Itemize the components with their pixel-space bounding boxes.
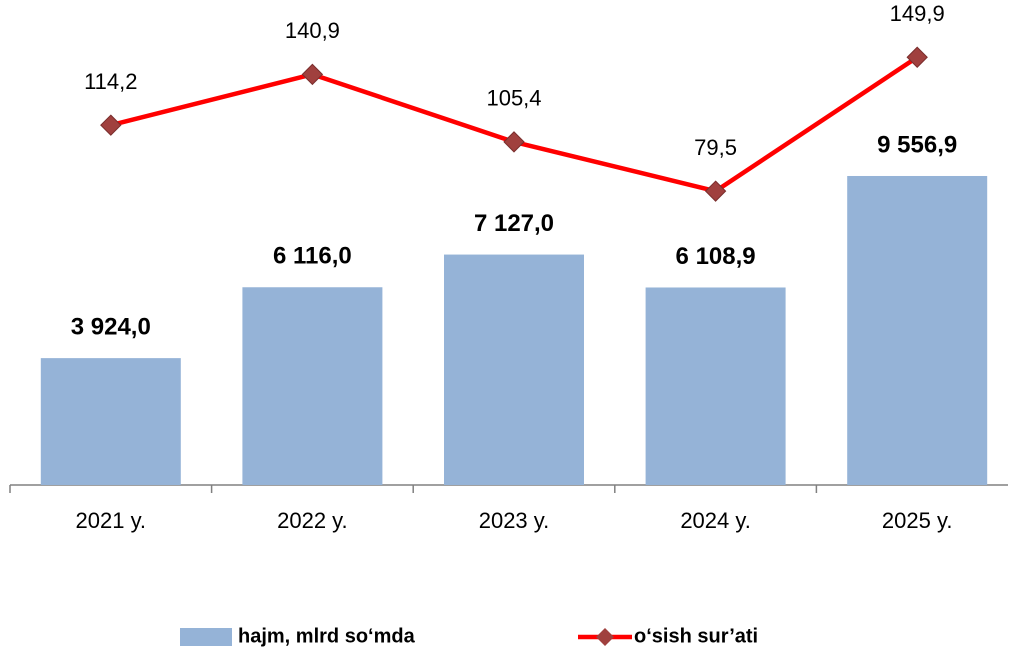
bar-value-label: 9 556,9 bbox=[877, 131, 957, 158]
line-value-label: 140,9 bbox=[285, 18, 340, 43]
line bbox=[110, 55, 919, 194]
bar-value-label: 7 127,0 bbox=[474, 210, 554, 237]
bar bbox=[444, 254, 584, 485]
line-marker bbox=[906, 46, 928, 68]
bar bbox=[847, 175, 988, 485]
x-tick-label: 2023 y. bbox=[479, 508, 550, 533]
line-marker bbox=[301, 63, 324, 86]
line-value-label: 114,2 bbox=[84, 69, 137, 94]
bar-value-label: 3 924,0 bbox=[71, 313, 151, 340]
x-tick-label: 2022 y. bbox=[277, 508, 348, 533]
bar bbox=[645, 287, 786, 485]
bar bbox=[242, 287, 383, 485]
legend-label: hajm, mlrd so‘mda bbox=[238, 625, 416, 647]
line-marker bbox=[100, 114, 122, 136]
line-value-label: 79,5 bbox=[694, 135, 737, 160]
line-value-label: 105,4 bbox=[486, 86, 541, 111]
line-marker bbox=[503, 131, 525, 153]
bar-value-label: 6 108,9 bbox=[676, 243, 756, 270]
line-value-label: 149,9 bbox=[890, 1, 945, 26]
bar-value-label: 6 116,0 bbox=[273, 243, 352, 270]
x-tick-label: 2025 y. bbox=[882, 508, 953, 533]
x-tick-label: 2024 y. bbox=[680, 508, 751, 533]
x-tick-label: 2021 y. bbox=[76, 508, 147, 533]
legend-swatch bbox=[180, 628, 232, 646]
line-marker bbox=[704, 180, 727, 202]
bar bbox=[40, 358, 181, 485]
legend-marker bbox=[596, 628, 614, 646]
legend-label: o‘sish sur’ati bbox=[634, 625, 758, 647]
